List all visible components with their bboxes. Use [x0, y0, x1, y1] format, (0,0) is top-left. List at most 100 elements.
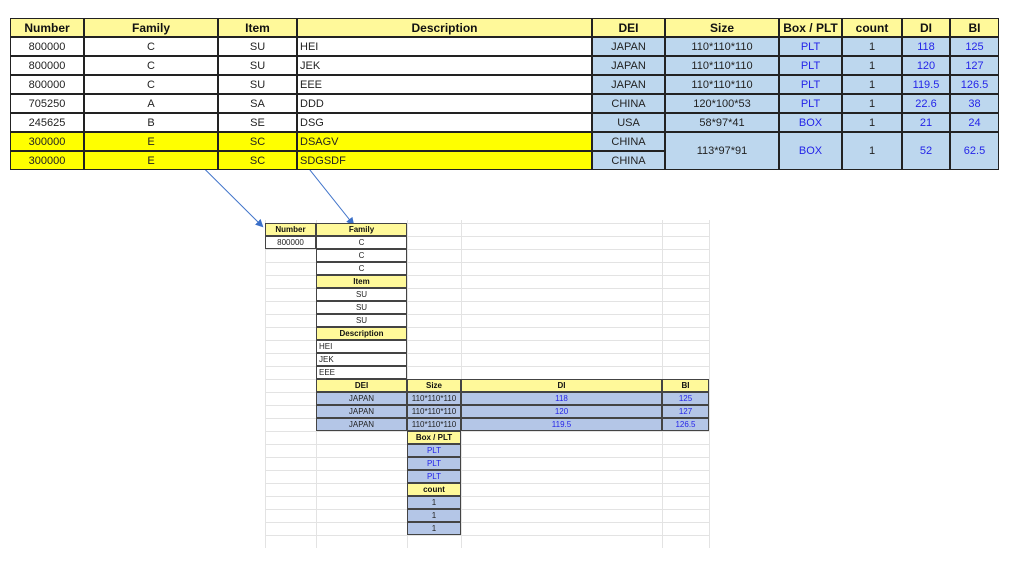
bottom-header-item[interactable]: Item — [316, 275, 407, 288]
bottom-cell-family[interactable]: C — [316, 262, 407, 275]
bottom-cell-box-plt[interactable]: PLT — [407, 457, 461, 470]
cell-size[interactable]: 110*110*110 — [665, 56, 779, 75]
header-size[interactable]: Size — [665, 18, 779, 37]
cell-box-plt[interactable]: PLT — [779, 94, 842, 113]
cell-bi[interactable]: 62.5 — [950, 132, 999, 170]
cell-dei[interactable]: JAPAN — [592, 75, 665, 94]
cell-di[interactable]: 21 — [902, 113, 950, 132]
header-bi[interactable]: BI — [950, 18, 999, 37]
bottom-cell-count[interactable]: 1 — [407, 496, 461, 509]
cell-family[interactable]: A — [84, 94, 218, 113]
cell-description[interactable]: DSG — [297, 113, 592, 132]
cell-item[interactable]: SC — [218, 151, 297, 170]
cell-di[interactable]: 118 — [902, 37, 950, 56]
cell-item[interactable]: SU — [218, 56, 297, 75]
cell-item[interactable]: SE — [218, 113, 297, 132]
header-family[interactable]: Family — [84, 18, 218, 37]
header-item[interactable]: Item — [218, 18, 297, 37]
cell-dei[interactable]: CHINA — [592, 132, 665, 151]
bottom-cell-item[interactable]: SU — [316, 301, 407, 314]
cell-dei[interactable]: CHINA — [592, 151, 665, 170]
bottom-cell-box-plt[interactable]: PLT — [407, 444, 461, 457]
cell-count[interactable]: 1 — [842, 75, 902, 94]
cell-family[interactable]: E — [84, 132, 218, 151]
bottom-cell-bi[interactable]: 126.5 — [662, 418, 709, 431]
cell-dei[interactable]: CHINA — [592, 94, 665, 113]
cell-size[interactable]: 110*110*110 — [665, 37, 779, 56]
header-count[interactable]: count — [842, 18, 902, 37]
bottom-header-description[interactable]: Description — [316, 327, 407, 340]
cell-item[interactable]: SC — [218, 132, 297, 151]
cell-bi[interactable]: 126.5 — [950, 75, 999, 94]
cell-size[interactable]: 113*97*91 — [665, 132, 779, 170]
cell-size[interactable]: 110*110*110 — [665, 75, 779, 94]
cell-description[interactable]: DDD — [297, 94, 592, 113]
cell-number[interactable]: 705250 — [10, 94, 84, 113]
cell-family[interactable]: E — [84, 151, 218, 170]
cell-count[interactable]: 1 — [842, 56, 902, 75]
cell-di[interactable]: 119.5 — [902, 75, 950, 94]
header-description[interactable]: Description — [297, 18, 592, 37]
cell-description[interactable]: JEK — [297, 56, 592, 75]
cell-size[interactable]: 120*100*53 — [665, 94, 779, 113]
cell-description[interactable]: DSAGV — [297, 132, 592, 151]
bottom-cell-di[interactable]: 119.5 — [461, 418, 662, 431]
cell-family[interactable]: C — [84, 37, 218, 56]
cell-dei[interactable]: JAPAN — [592, 56, 665, 75]
bottom-cell-di[interactable]: 118 — [461, 392, 662, 405]
cell-di[interactable]: 22.6 — [902, 94, 950, 113]
bottom-header-size[interactable]: Size — [407, 379, 461, 392]
cell-count[interactable]: 1 — [842, 132, 902, 170]
bottom-cell-size[interactable]: 110*110*110 — [407, 405, 461, 418]
cell-number[interactable]: 300000 — [10, 132, 84, 151]
header-di[interactable]: DI — [902, 18, 950, 37]
cell-box-plt[interactable]: BOX — [779, 113, 842, 132]
bottom-cell-bi[interactable]: 125 — [662, 392, 709, 405]
cell-count[interactable]: 1 — [842, 113, 902, 132]
bottom-cell-count[interactable]: 1 — [407, 522, 461, 535]
cell-di[interactable]: 52 — [902, 132, 950, 170]
bottom-cell-description[interactable]: EEE — [316, 366, 407, 379]
cell-bi[interactable]: 24 — [950, 113, 999, 132]
cell-family[interactable]: C — [84, 56, 218, 75]
bottom-header-number[interactable]: Number — [265, 223, 316, 236]
cell-dei[interactable]: JAPAN — [592, 37, 665, 56]
cell-description[interactable]: EEE — [297, 75, 592, 94]
bottom-cell-dei[interactable]: JAPAN — [316, 418, 407, 431]
bottom-header-count[interactable]: count — [407, 483, 461, 496]
bottom-cell-item[interactable]: SU — [316, 288, 407, 301]
cell-number[interactable]: 800000 — [10, 37, 84, 56]
cell-bi[interactable]: 127 — [950, 56, 999, 75]
cell-box-plt[interactable]: PLT — [779, 75, 842, 94]
cell-number[interactable]: 300000 — [10, 151, 84, 170]
cell-count[interactable]: 1 — [842, 37, 902, 56]
cell-family[interactable]: C — [84, 75, 218, 94]
cell-number[interactable]: 800000 — [10, 56, 84, 75]
bottom-cell-di[interactable]: 120 — [461, 405, 662, 418]
cell-count[interactable]: 1 — [842, 94, 902, 113]
bottom-cell-size[interactable]: 110*110*110 — [407, 418, 461, 431]
cell-bi[interactable]: 38 — [950, 94, 999, 113]
cell-item[interactable]: SA — [218, 94, 297, 113]
cell-description[interactable]: SDGSDF — [297, 151, 592, 170]
bottom-header-family[interactable]: Family — [316, 223, 407, 236]
bottom-header-box-plt[interactable]: Box / PLT — [407, 431, 461, 444]
bottom-header-dei[interactable]: DEI — [316, 379, 407, 392]
bottom-cell-family[interactable]: C — [316, 249, 407, 262]
bottom-cell-item[interactable]: SU — [316, 314, 407, 327]
cell-size[interactable]: 58*97*41 — [665, 113, 779, 132]
bottom-cell-size[interactable]: 110*110*110 — [407, 392, 461, 405]
bottom-header-bi[interactable]: BI — [662, 379, 709, 392]
bottom-cell-bi[interactable]: 127 — [662, 405, 709, 418]
bottom-cell-box-plt[interactable]: PLT — [407, 470, 461, 483]
cell-box-plt[interactable]: PLT — [779, 56, 842, 75]
bottom-cell-dei[interactable]: JAPAN — [316, 405, 407, 418]
bottom-cell-dei[interactable]: JAPAN — [316, 392, 407, 405]
header-number[interactable]: Number — [10, 18, 84, 37]
cell-box-plt[interactable]: BOX — [779, 132, 842, 170]
header-box-plt[interactable]: Box / PLT — [779, 18, 842, 37]
cell-bi[interactable]: 125 — [950, 37, 999, 56]
cell-description[interactable]: HEI — [297, 37, 592, 56]
cell-di[interactable]: 120 — [902, 56, 950, 75]
bottom-cell-description[interactable]: HEI — [316, 340, 407, 353]
